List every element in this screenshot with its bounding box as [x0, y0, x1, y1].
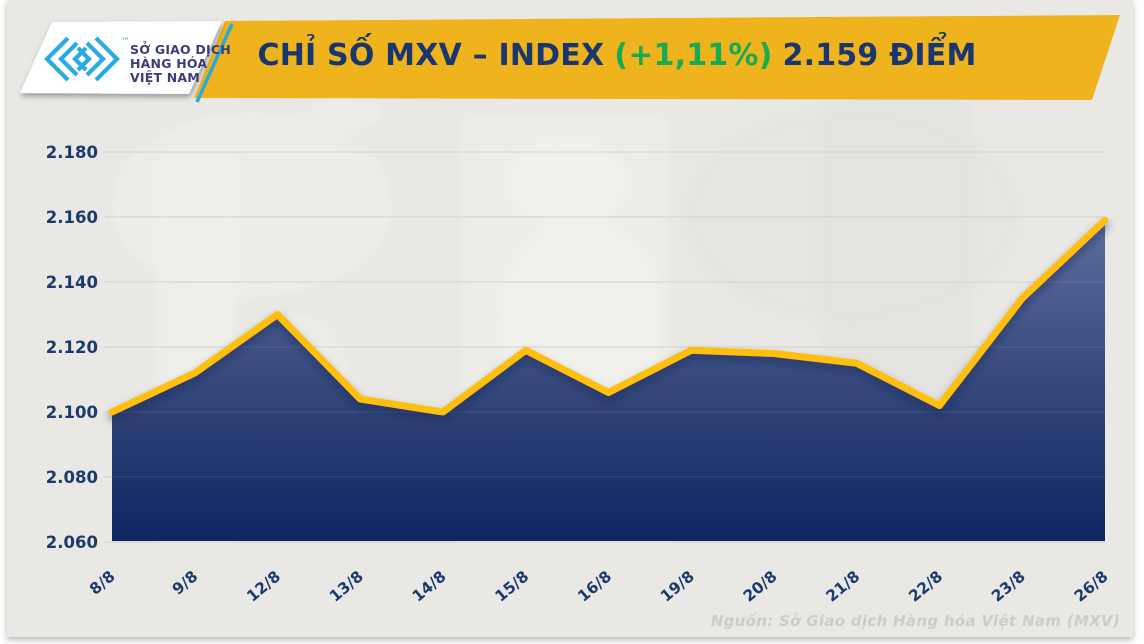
- org-name-line: VIỆT NAM: [130, 70, 200, 85]
- org-name: SỞ GIAO DỊCH HÀNG HÓA VIỆT NAM: [130, 41, 231, 85]
- y-axis-label: 2.180: [46, 143, 98, 162]
- y-axis-label: 2.060: [46, 533, 98, 552]
- y-axis-label: 2.080: [46, 468, 98, 487]
- org-name-line: HÀNG HÓA: [130, 56, 207, 71]
- index-line: [108, 216, 1109, 416]
- y-axis-label: 2.100: [46, 403, 98, 422]
- source-credit: Nguồn: Sở Giao dịch Hàng hóa Việt Nam (M…: [710, 612, 1120, 630]
- y-axis-label: 2.160: [46, 208, 98, 227]
- y-axis-label: 2.140: [46, 273, 98, 292]
- index-change-badge: (+1,11%): [614, 37, 773, 73]
- logo-card: [20, 21, 222, 94]
- y-axis-label: 2.120: [46, 338, 98, 357]
- cyan-accent-line: [195, 23, 234, 103]
- trademark-symbol: ™: [121, 37, 130, 47]
- org-name-line: SỞ GIAO DỊCH: [130, 41, 231, 57]
- title-banner-shape: [194, 15, 1120, 100]
- index-value-text: 2.159 ĐIỂM: [782, 37, 977, 73]
- banner-title: CHỈ SỐ MXV – INDEX (+1,11%) 2.159 ĐIỂM: [258, 35, 977, 75]
- area-fill: [112, 220, 1105, 541]
- chart-title-text: CHỈ SỐ MXV – INDEX: [257, 37, 605, 73]
- mxv-logo-icon: [44, 36, 120, 82]
